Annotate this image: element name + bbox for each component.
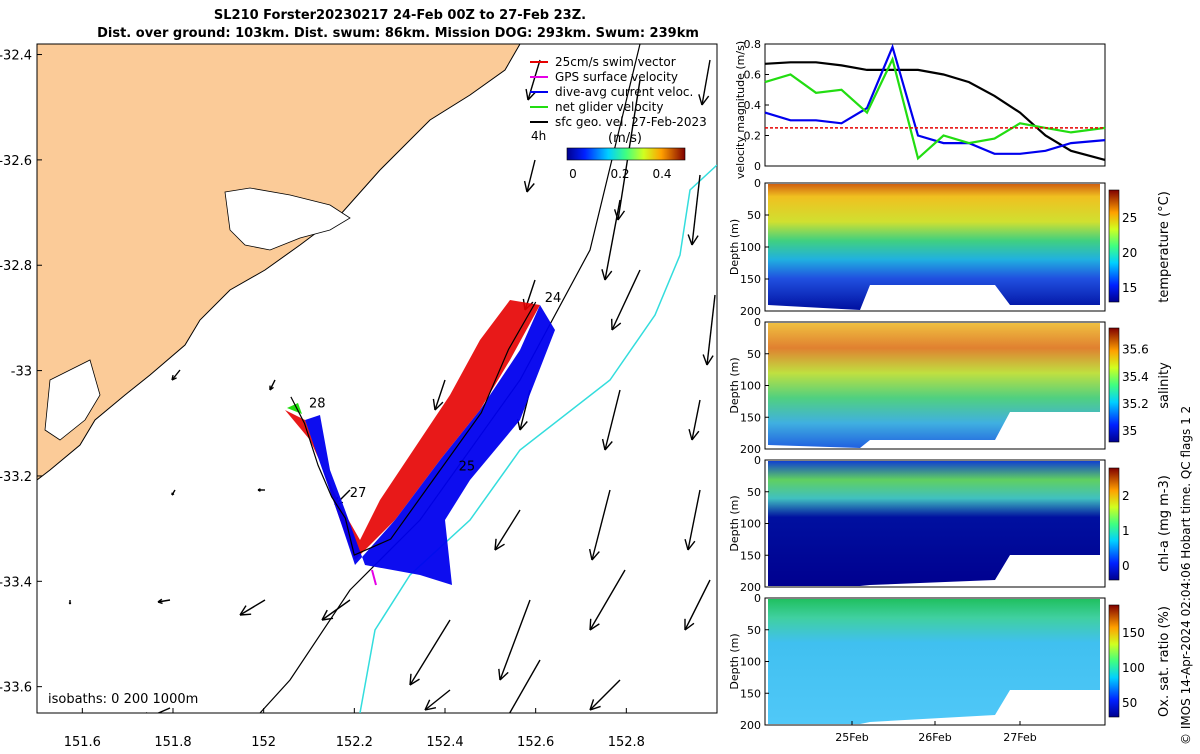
chla-panel xyxy=(765,460,1119,587)
depth-tick-label: 100 xyxy=(740,518,761,531)
colorbar-tick-label: 100 xyxy=(1122,661,1145,675)
isobath-legend: isobaths: 0 200 1000m xyxy=(48,692,198,707)
salinity-colorbar xyxy=(1109,328,1119,442)
velocity-ylabel: velocity magnitude (m/s) xyxy=(734,41,747,179)
depth-tick-label: 50 xyxy=(747,209,761,222)
depth-tick-label: 200 xyxy=(740,719,761,732)
map-x-tick-label: 152 xyxy=(251,735,276,750)
depth-tick-label: 100 xyxy=(740,241,761,254)
map-x-tick-label: 152.6 xyxy=(517,735,554,750)
velocity-arrow xyxy=(230,720,250,729)
colorbar-tick-label: 35.4 xyxy=(1122,370,1149,384)
depth-tick-label: 150 xyxy=(740,687,761,700)
colorbar-tick-label: 25 xyxy=(1122,211,1137,225)
depth-tick-label: 50 xyxy=(747,624,761,637)
depth-axis-label: Depth (m) xyxy=(728,495,741,551)
colorbar-tick-label: 0 xyxy=(1122,559,1130,573)
credit-wrapper: © IMOS 14-Apr-2024 02:04:06 Hobart time.… xyxy=(1172,160,1200,750)
map-x-tick-label: 152.4 xyxy=(426,735,463,750)
colorbar-label: Ox. sat. ratio (%) xyxy=(1157,606,1172,717)
day-label: 27 xyxy=(350,486,367,501)
depth-axis-label: Depth (m) xyxy=(728,357,741,413)
day-label: 24 xyxy=(545,291,562,306)
temperature-colorbar xyxy=(1109,190,1119,302)
depth-tick-label: 0 xyxy=(754,592,761,605)
legend-label: sfc geo. vel. 27-Feb-2023 xyxy=(555,115,707,129)
map-x-tick-label: 152.8 xyxy=(608,735,645,750)
legend-label: net glider velocity xyxy=(555,100,663,114)
depth-tick-label: 0 xyxy=(754,316,761,329)
depth-tick-label: 0 xyxy=(754,454,761,467)
depth-tick-label: 150 xyxy=(740,273,761,286)
temperature-panel xyxy=(765,183,1119,311)
colorbar-tick-label: 1 xyxy=(1122,524,1130,538)
colorbar-label: temperature (°C) xyxy=(1157,191,1172,303)
colorbar-tick: 0.4 xyxy=(652,167,671,181)
velocity-arrow xyxy=(69,600,70,604)
map-y-tick-label: -33.6 xyxy=(0,681,32,696)
day-label: 25 xyxy=(459,460,476,475)
map-x-tick-label: 151.6 xyxy=(64,735,101,750)
legend-label: 25cm/s swim vector xyxy=(555,55,676,69)
colorbar-label: salinity xyxy=(1157,362,1172,409)
map-y-tick-label: -32.6 xyxy=(0,154,32,169)
colorbar-tick-label: 50 xyxy=(1122,696,1137,710)
oxygen-colorbar xyxy=(1109,605,1119,717)
speed-colorbar xyxy=(567,148,685,160)
depth-tick-label: 100 xyxy=(740,380,761,393)
colorbar-tick-label: 35.6 xyxy=(1122,343,1149,357)
map-x-tick-label: 151.8 xyxy=(154,735,191,750)
depth-tick-label: 150 xyxy=(740,549,761,562)
map-y-tick-label: -32.8 xyxy=(0,259,32,274)
depth-tick-label: 0 xyxy=(754,177,761,190)
colorbar-tick-label: 35.2 xyxy=(1122,397,1149,411)
date-tick-label: 26Feb xyxy=(918,731,951,744)
depth-axis-label: Depth (m) xyxy=(728,633,741,689)
map-y-tick-label: -32.4 xyxy=(0,49,32,64)
colorbar-unit: (m/s) xyxy=(608,131,642,146)
depth-tick-label: 150 xyxy=(740,411,761,424)
map-y-tick-label: -33.2 xyxy=(0,470,32,485)
colorbar-tick-label: 35 xyxy=(1122,424,1137,438)
depth-axis-label: Depth (m) xyxy=(728,219,741,275)
colorbar-tick: 0.2 xyxy=(610,167,629,181)
day-label: 28 xyxy=(309,396,326,411)
colorbar-label: chl-a (mg m-3) xyxy=(1157,475,1172,572)
velocity-y-tick-label: 0 xyxy=(754,160,761,173)
date-tick-label: 27Feb xyxy=(1003,731,1036,744)
depth-tick-label: 50 xyxy=(747,348,761,361)
colorbar-tick-label: 150 xyxy=(1122,626,1145,640)
map-y-tick-label: -33 xyxy=(11,365,32,380)
depth-tick-label: 50 xyxy=(747,486,761,499)
legend-label: dive-avg current veloc. xyxy=(555,85,693,99)
colorbar-note: 4h xyxy=(531,129,546,143)
colorbar-tick-label: 20 xyxy=(1122,246,1137,260)
velocity-arrow xyxy=(65,715,80,723)
glider-track-map: 24 28 27 25 151.6 151.8 152 152.2 152.4 152.6 152… xyxy=(0,44,717,750)
chla-colorbar xyxy=(1109,468,1119,580)
colorbar-tick-label: 15 xyxy=(1122,281,1137,295)
depth-tick-label: 100 xyxy=(740,656,761,669)
colorbar-tick-label: 2 xyxy=(1122,489,1130,503)
oxygen-panel xyxy=(765,598,1119,725)
legend-label: GPS surface velocity xyxy=(555,70,678,84)
date-tick-label: 25Feb xyxy=(835,731,868,744)
colorbar-tick: 0 xyxy=(569,167,577,181)
velocity-magnitude-panel: 00.20.40.60.8 velocity magnitude (m/s) xyxy=(734,38,1105,179)
map-y-tick-label: -33.4 xyxy=(0,575,32,590)
salinity-panel xyxy=(765,322,1119,449)
credit-text: © IMOS 14-Apr-2024 02:04:06 Hobart time.… xyxy=(1179,406,1193,745)
map-x-tick-label: 152.2 xyxy=(336,735,373,750)
